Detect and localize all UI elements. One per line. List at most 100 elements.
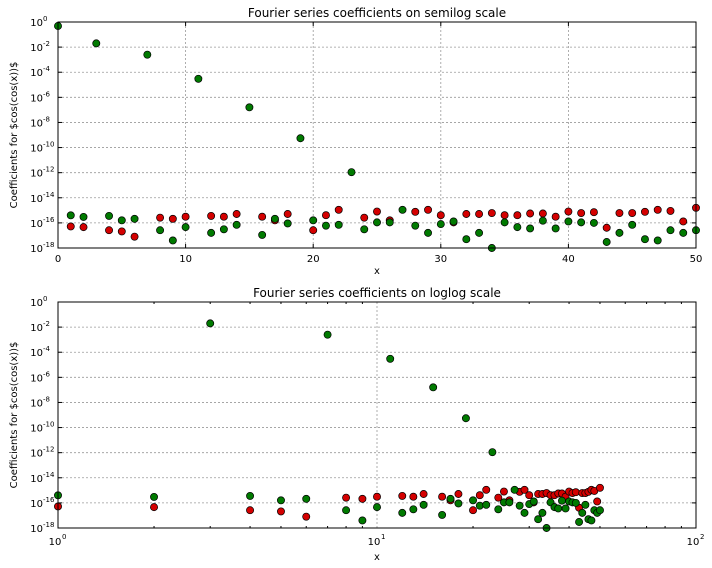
green-data-point bbox=[449, 217, 458, 226]
y-tick-label: 10 bbox=[30, 169, 43, 180]
green-data-point bbox=[653, 236, 662, 245]
y-tick-label: 10 bbox=[30, 244, 43, 255]
red-data-point bbox=[358, 494, 367, 503]
red-data-point bbox=[130, 232, 139, 241]
y-tick-label-exponent: -10 bbox=[43, 421, 54, 429]
red-data-point bbox=[334, 205, 343, 214]
y-tick-label-exponent: -16 bbox=[43, 496, 55, 504]
green-data-point bbox=[513, 223, 522, 232]
green-data-point bbox=[505, 498, 514, 507]
red-data-point bbox=[666, 206, 675, 215]
red-data-point bbox=[66, 222, 75, 231]
y-tick-label-exponent: -14 bbox=[43, 471, 55, 479]
green-data-point bbox=[358, 516, 367, 525]
red-data-point bbox=[419, 490, 428, 498]
green-data-point bbox=[679, 228, 688, 237]
y-tick-label-exponent: -6 bbox=[43, 90, 51, 98]
green-data-point bbox=[168, 236, 177, 245]
semilog-x-axis-label: x bbox=[374, 266, 380, 277]
green-data-point bbox=[534, 515, 543, 524]
semilog-chart: Fourier series coefficients on semilog s… bbox=[9, 6, 702, 277]
green-data-point bbox=[342, 506, 351, 515]
red-data-point bbox=[482, 485, 491, 494]
y-tick-label: 10 bbox=[30, 398, 43, 409]
green-data-point bbox=[587, 516, 596, 525]
green-data-point bbox=[526, 224, 535, 233]
x-tick-label: 10 bbox=[179, 254, 192, 265]
green-data-point bbox=[446, 494, 455, 503]
green-data-point bbox=[628, 220, 637, 229]
green-data-point bbox=[551, 224, 560, 233]
red-data-point bbox=[469, 506, 477, 515]
red-data-point bbox=[571, 488, 580, 497]
red-data-point bbox=[302, 512, 311, 521]
x-tick-label: 10 bbox=[368, 537, 381, 548]
green-data-point bbox=[589, 218, 598, 227]
y-tick-label-exponent: -4 bbox=[43, 65, 51, 73]
green-data-point bbox=[194, 74, 203, 83]
green-data-point bbox=[334, 220, 343, 229]
red-data-point bbox=[499, 487, 508, 496]
x-tick-label: 30 bbox=[434, 254, 447, 265]
red-data-point bbox=[538, 209, 547, 218]
y-tick-label: 10 bbox=[30, 68, 43, 79]
semilog-plot-frame bbox=[57, 21, 697, 249]
y-tick-label-exponent: 0 bbox=[43, 15, 47, 23]
loglog-chart: Fourier series coefficients on loglog sc… bbox=[9, 286, 704, 563]
green-data-point bbox=[277, 496, 285, 505]
red-data-point bbox=[596, 483, 604, 492]
green-data-point bbox=[561, 504, 570, 513]
red-data-point bbox=[500, 211, 509, 220]
green-data-point bbox=[558, 496, 566, 505]
x-tick-label-exponent: 2 bbox=[700, 533, 704, 541]
red-data-point bbox=[564, 207, 573, 216]
y-tick-label: 10 bbox=[30, 524, 43, 535]
green-data-point bbox=[510, 485, 519, 494]
red-data-point bbox=[520, 485, 529, 494]
green-data-point bbox=[538, 216, 547, 225]
green-data-point bbox=[462, 235, 471, 244]
y-tick-label: 10 bbox=[30, 219, 43, 230]
green-data-point bbox=[302, 494, 311, 503]
green-data-point bbox=[500, 218, 509, 227]
y-tick-label: 10 bbox=[30, 298, 43, 309]
green-data-point bbox=[105, 211, 113, 220]
green-data-point bbox=[117, 216, 126, 225]
green-data-point bbox=[475, 228, 484, 237]
y-tick-label-exponent: -4 bbox=[43, 345, 51, 353]
y-tick-label: 10 bbox=[30, 499, 43, 510]
y-tick-label: 10 bbox=[30, 18, 43, 29]
red-data-point bbox=[246, 506, 255, 515]
green-data-point bbox=[564, 217, 573, 226]
red-data-point bbox=[207, 211, 216, 220]
green-data-point bbox=[156, 226, 165, 235]
y-tick-label-exponent: -2 bbox=[43, 40, 50, 48]
green-data-point bbox=[424, 228, 432, 237]
red-data-point bbox=[436, 211, 445, 220]
y-tick-label-exponent: -12 bbox=[43, 166, 54, 174]
green-data-point bbox=[296, 134, 305, 143]
semilog-chart-title: Fourier series coefficients on semilog s… bbox=[248, 6, 506, 20]
loglog-y-axis-label: Coefficients for $cos(cos(x))$ bbox=[9, 342, 20, 489]
green-data-point bbox=[475, 501, 484, 510]
y-tick-label: 10 bbox=[30, 43, 43, 54]
green-data-point bbox=[461, 414, 470, 423]
red-data-point bbox=[641, 207, 649, 216]
y-tick-label: 10 bbox=[30, 144, 43, 155]
green-data-point bbox=[373, 218, 381, 227]
red-data-point bbox=[653, 205, 662, 214]
green-data-point bbox=[373, 503, 381, 512]
green-data-point bbox=[79, 212, 88, 221]
red-data-point bbox=[462, 210, 471, 218]
semilog-points bbox=[54, 22, 700, 252]
semilog-y-axis-label: Coefficients for $cos(cos(x))$ bbox=[9, 62, 20, 209]
green-data-point bbox=[581, 500, 590, 509]
red-data-point bbox=[373, 492, 381, 501]
red-data-point bbox=[181, 212, 190, 221]
green-data-point bbox=[245, 103, 254, 112]
green-data-point bbox=[409, 505, 418, 514]
y-tick-label: 10 bbox=[30, 323, 43, 334]
y-tick-label-exponent: -14 bbox=[43, 191, 55, 199]
red-data-point bbox=[494, 493, 503, 502]
x-tick-label: 0 bbox=[55, 254, 61, 265]
